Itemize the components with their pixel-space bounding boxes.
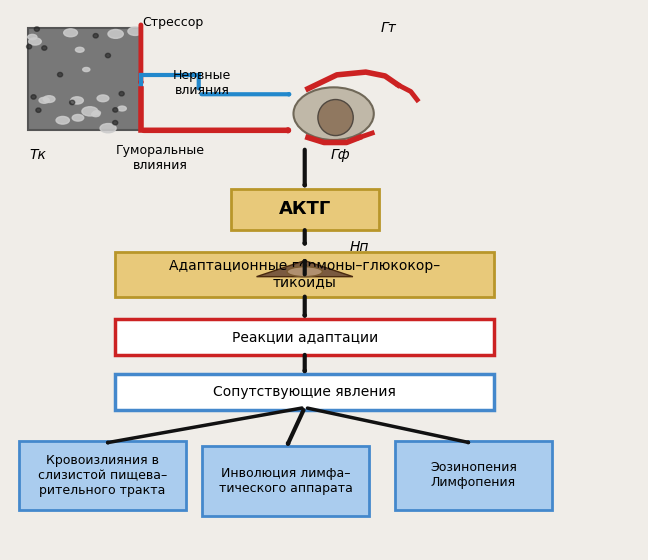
Text: Инволюция лимфа–
тического аппарата: Инволюция лимфа– тического аппарата [218,467,353,495]
Circle shape [93,34,98,38]
Ellipse shape [294,87,374,140]
Circle shape [58,72,63,77]
Circle shape [36,108,41,113]
Polygon shape [257,260,353,277]
Text: Нп: Нп [349,240,369,254]
Ellipse shape [128,27,143,35]
Ellipse shape [39,97,49,103]
Ellipse shape [72,114,84,121]
Ellipse shape [108,30,123,38]
Ellipse shape [83,67,90,72]
Text: Тк: Тк [30,148,47,162]
FancyBboxPatch shape [395,441,552,510]
Ellipse shape [43,96,55,102]
Ellipse shape [93,111,100,115]
Text: АКТГ: АКТГ [279,200,331,218]
Ellipse shape [100,124,116,133]
Text: Гф: Гф [330,148,350,162]
Circle shape [113,120,118,125]
Ellipse shape [91,112,100,116]
Text: Сопутствующие явления: Сопутствующие явления [213,385,396,399]
Circle shape [41,46,47,50]
FancyBboxPatch shape [231,189,378,230]
Text: Реакции адаптации: Реакции адаптации [231,330,378,344]
FancyBboxPatch shape [202,446,369,516]
Ellipse shape [29,38,41,45]
Circle shape [113,108,118,112]
FancyBboxPatch shape [115,374,494,410]
Ellipse shape [75,47,84,52]
Text: Нервные
влияния: Нервные влияния [173,69,231,97]
Ellipse shape [82,107,98,116]
Text: Кровоизлияния в
слизистой пищева–
рительного тракта: Кровоизлияния в слизистой пищева– ритель… [38,454,167,497]
Ellipse shape [64,29,78,37]
Polygon shape [237,253,372,278]
Ellipse shape [287,267,323,277]
Text: Гуморальные
влияния: Гуморальные влияния [116,144,205,172]
Circle shape [31,95,36,99]
Ellipse shape [318,100,353,136]
Text: Стрессор: Стрессор [143,16,203,29]
Text: Гт: Гт [380,21,396,35]
FancyBboxPatch shape [115,319,494,355]
Bar [29,28,141,130]
Ellipse shape [71,97,84,104]
Ellipse shape [118,106,126,111]
Text: Адаптационные гормоны–глюкокор–
тикоиды: Адаптационные гормоны–глюкокор– тикоиды [169,259,440,290]
Circle shape [119,91,124,96]
FancyBboxPatch shape [115,252,494,297]
Circle shape [69,100,75,105]
Ellipse shape [28,34,37,40]
FancyBboxPatch shape [19,441,186,510]
Text: Эозинопения
Лимфопения: Эозинопения Лимфопения [430,461,517,489]
Circle shape [106,53,111,58]
Ellipse shape [56,116,69,124]
Circle shape [27,44,32,49]
Ellipse shape [97,95,109,102]
Circle shape [34,27,40,31]
